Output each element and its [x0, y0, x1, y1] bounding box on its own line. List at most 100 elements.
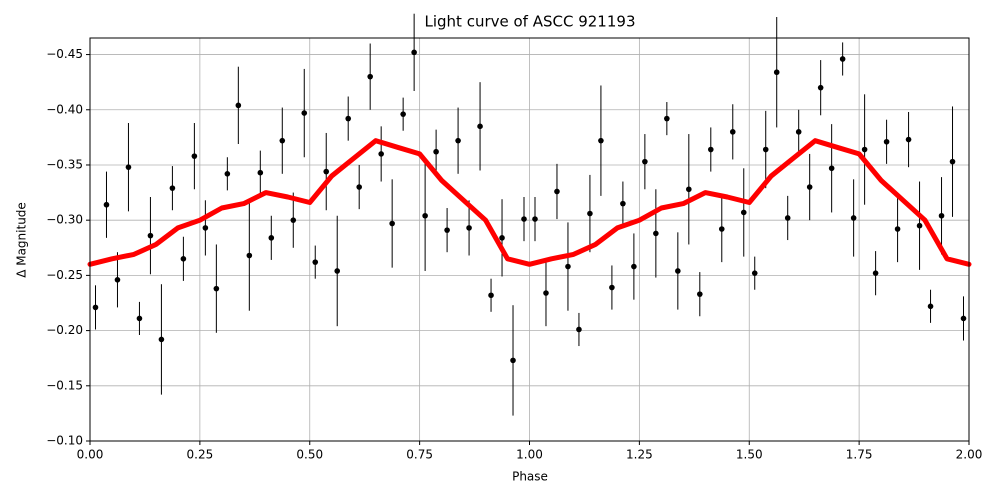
data-point: [631, 263, 637, 270]
data-point: [905, 136, 912, 143]
y-axis-label: Δ Magnitude: [15, 202, 29, 278]
x-tick-label: 2.00: [956, 448, 983, 462]
data-point: [147, 232, 154, 239]
x-tick-label: 1.75: [846, 448, 873, 462]
data-point: [378, 151, 384, 157]
data-point: [598, 137, 604, 144]
data-point: [927, 303, 934, 310]
data-point: [433, 148, 439, 155]
data-point: [883, 138, 890, 145]
data-point: [960, 315, 967, 322]
data-point: [290, 217, 297, 223]
data-point: [279, 137, 286, 144]
data-point: [850, 215, 857, 221]
data-point: [565, 263, 571, 270]
x-tick-label: 0.75: [406, 448, 433, 462]
data-point: [532, 216, 538, 222]
data-point: [455, 137, 461, 144]
data-point: [751, 270, 758, 276]
data-point: [103, 201, 110, 208]
data-point: [125, 164, 132, 170]
data-point: [466, 225, 472, 231]
chart-title: Light curve of ASCC 921193: [425, 13, 636, 31]
x-tick-label: 1.25: [626, 448, 653, 462]
data-point: [576, 326, 582, 333]
data-point: [114, 277, 121, 283]
data-point: [169, 185, 176, 191]
data-point: [92, 304, 99, 311]
x-tick-label: 0.00: [77, 448, 104, 462]
data-point: [235, 102, 242, 109]
data-point: [543, 290, 549, 296]
y-tick-label: −0.25: [46, 268, 83, 282]
data-point: [345, 115, 352, 122]
data-point: [675, 268, 681, 274]
data-point: [642, 158, 648, 165]
data-point: [323, 168, 330, 175]
y-tick-label: −0.45: [46, 47, 83, 61]
data-point: [707, 146, 714, 153]
data-point: [795, 129, 802, 135]
data-point: [257, 169, 264, 176]
data-point: [312, 259, 319, 265]
data-point: [861, 146, 868, 153]
data-point: [356, 184, 362, 190]
data-point: [224, 171, 231, 177]
y-tick-label: −0.15: [46, 378, 83, 392]
data-point: [872, 270, 879, 276]
x-tick-label: 0.50: [296, 448, 323, 462]
y-tick-label: −0.40: [46, 102, 83, 116]
data-point: [521, 216, 527, 222]
data-point: [653, 230, 659, 237]
data-point: [587, 210, 593, 217]
data-point: [411, 49, 417, 56]
data-point: [477, 123, 483, 130]
data-point: [367, 73, 373, 80]
data-point: [762, 146, 769, 153]
data-point: [488, 292, 494, 299]
data-point: [180, 256, 187, 262]
data-point: [718, 226, 725, 232]
data-point: [499, 235, 505, 241]
data-point: [916, 222, 923, 229]
x-tick-label: 0.25: [187, 448, 214, 462]
data-point: [609, 284, 615, 291]
data-point: [554, 188, 560, 195]
data-point: [268, 235, 275, 241]
data-point: [158, 336, 165, 343]
data-point: [246, 252, 253, 259]
y-tick-label: −0.30: [46, 213, 83, 227]
data-point: [938, 212, 945, 219]
x-tick-label: 1.50: [736, 448, 763, 462]
data-point: [510, 357, 516, 364]
data-point: [444, 227, 450, 233]
data-point: [389, 220, 395, 227]
data-point: [664, 115, 670, 122]
data-point: [334, 268, 341, 274]
data-point: [620, 200, 626, 207]
data-point: [191, 153, 198, 159]
x-axis-label: Phase: [512, 470, 548, 484]
data-point: [697, 291, 703, 297]
y-tick-label: −0.35: [46, 157, 83, 171]
data-point: [773, 69, 780, 76]
data-point: [136, 315, 143, 322]
smoothed-line: [87, 138, 972, 267]
data-point: [839, 56, 846, 62]
data-point: [213, 285, 220, 292]
data-point: [686, 186, 692, 193]
data-point: [729, 129, 736, 135]
data-point: [400, 111, 406, 117]
data-point: [949, 158, 956, 165]
data-point: [301, 110, 308, 116]
y-tick-label: −0.10: [46, 434, 83, 448]
x-tick-label: 1.00: [516, 448, 543, 462]
data-point: [894, 226, 901, 232]
data-point: [828, 165, 835, 172]
data-point: [817, 84, 824, 91]
data-point: [740, 209, 747, 216]
data-point: [784, 215, 791, 221]
data-point: [422, 212, 428, 219]
